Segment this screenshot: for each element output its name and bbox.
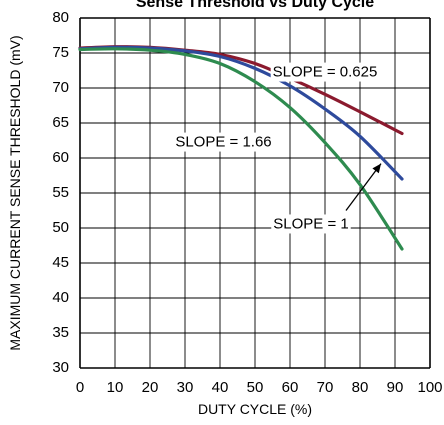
series-line-slope-1-66 — [78, 47, 404, 251]
series-line-slope-1 — [78, 45, 404, 181]
chart-title: Sense Threshold vs Duty Cycle — [136, 0, 374, 11]
annotations: SLOPE = 0.625 SLOPE = 1.66 SLOPE = 1 — [173, 62, 382, 234]
x-tick-label: 60 — [282, 379, 299, 396]
y-tick-label: 80 — [52, 9, 69, 26]
annotation-background — [271, 214, 351, 234]
series-annotation-label: SLOPE = 1.66 — [175, 134, 271, 151]
y-tick-label: 75 — [52, 44, 69, 61]
series-annotation-label: SLOPE = 1 — [273, 215, 348, 232]
y-tick-label: 50 — [52, 219, 69, 236]
y-tick-label: 30 — [52, 359, 69, 376]
gridlines — [79, 17, 431, 369]
x-tick-label: 100 — [417, 379, 442, 396]
y-tick-label: 45 — [52, 254, 69, 271]
y-tick-label: 70 — [52, 79, 69, 96]
y-tick-label: 55 — [52, 184, 69, 201]
x-tick-labels: 0 10 20 30 40 50 60 70 80 90 100 — [76, 379, 443, 396]
series-line-slope-0-625 — [78, 45, 404, 136]
x-tick-label: 20 — [142, 379, 159, 396]
y-tick-label: 65 — [52, 114, 69, 131]
annotation-arrow-line — [345, 163, 382, 211]
x-tick-label: 90 — [387, 379, 404, 396]
x-tick-label: 70 — [317, 379, 334, 396]
y-tick-label: 35 — [52, 324, 69, 341]
x-tick-label: 0 — [76, 379, 84, 396]
y-tick-label: 60 — [52, 149, 69, 166]
x-tick-label: 50 — [247, 379, 264, 396]
x-tick-label: 80 — [352, 379, 369, 396]
annotation-background — [173, 132, 274, 152]
x-tick-label: 40 — [212, 379, 229, 396]
annotation-arrow-head — [372, 163, 381, 174]
y-tick-labels: 30 35 40 45 50 55 60 65 70 75 80 — [52, 9, 69, 376]
series-annotation-label: SLOPE = 0.625 — [273, 64, 378, 81]
y-tick-label: 40 — [52, 289, 69, 306]
y-axis-label: MAXIMUM CURRENT SENSE THRESHOLD (mV) — [7, 35, 23, 350]
x-tick-label: 30 — [177, 379, 194, 396]
x-axis-label: DUTY CYCLE (%) — [198, 401, 312, 417]
annotation-background — [270, 62, 380, 82]
x-tick-label: 10 — [107, 379, 124, 396]
series-lines — [78, 45, 404, 251]
